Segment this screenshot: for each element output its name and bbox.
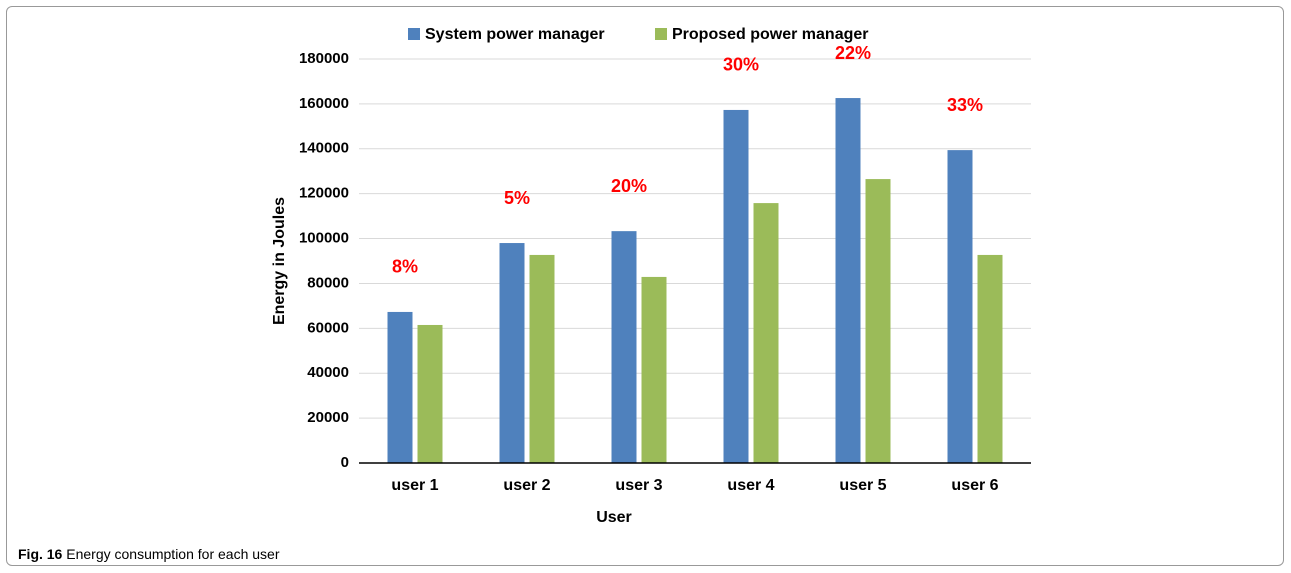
annotation: 33% [947,95,983,115]
bar [947,150,973,463]
bar [387,311,413,463]
x-tick-label: user 1 [391,477,438,494]
y-tick-label: 120000 [299,185,349,202]
bar [865,179,891,464]
bar [499,243,525,463]
bar [529,254,555,463]
y-tick-label: 100000 [299,230,349,247]
y-tick-label: 160000 [299,95,349,112]
annotation: 8% [392,257,418,277]
bar [723,109,749,464]
x-tick-label: user 4 [727,477,774,494]
annotation: 22% [835,43,871,63]
x-tick-label: user 6 [951,477,998,494]
bar [753,203,779,464]
bar [977,254,1003,463]
y-tick-label: 60000 [307,319,349,336]
y-tick-label: 40000 [307,364,349,381]
annotation: 20% [611,176,647,196]
x-axis-title: User [596,509,632,526]
x-tick-label: user 3 [615,477,662,494]
x-tick-label: user 2 [503,477,550,494]
caption: Fig. 16 Energy consumption for each user [18,546,280,562]
bar [641,276,667,463]
y-tick-label: 20000 [307,409,349,426]
bar [835,98,861,463]
legend-swatch [655,28,667,40]
legend-swatch [408,28,420,40]
y-tick-label: 80000 [307,274,349,291]
legend-label: System power manager [425,26,605,43]
bar [417,324,443,463]
annotation: 30% [723,55,759,75]
y-tick-label: 140000 [299,140,349,157]
caption-label: Fig. 16 [18,546,63,562]
y-axis-title: Energy in Joules [271,197,288,325]
legend-label: Proposed power manager [672,26,869,43]
caption-text: Energy consumption for each user [66,546,280,562]
figure-frame [6,6,1284,566]
x-tick-label: user 5 [839,477,886,494]
bar [611,231,637,463]
annotation: 5% [504,188,530,208]
y-tick-label: 0 [341,454,349,471]
y-tick-label: 180000 [299,50,349,67]
